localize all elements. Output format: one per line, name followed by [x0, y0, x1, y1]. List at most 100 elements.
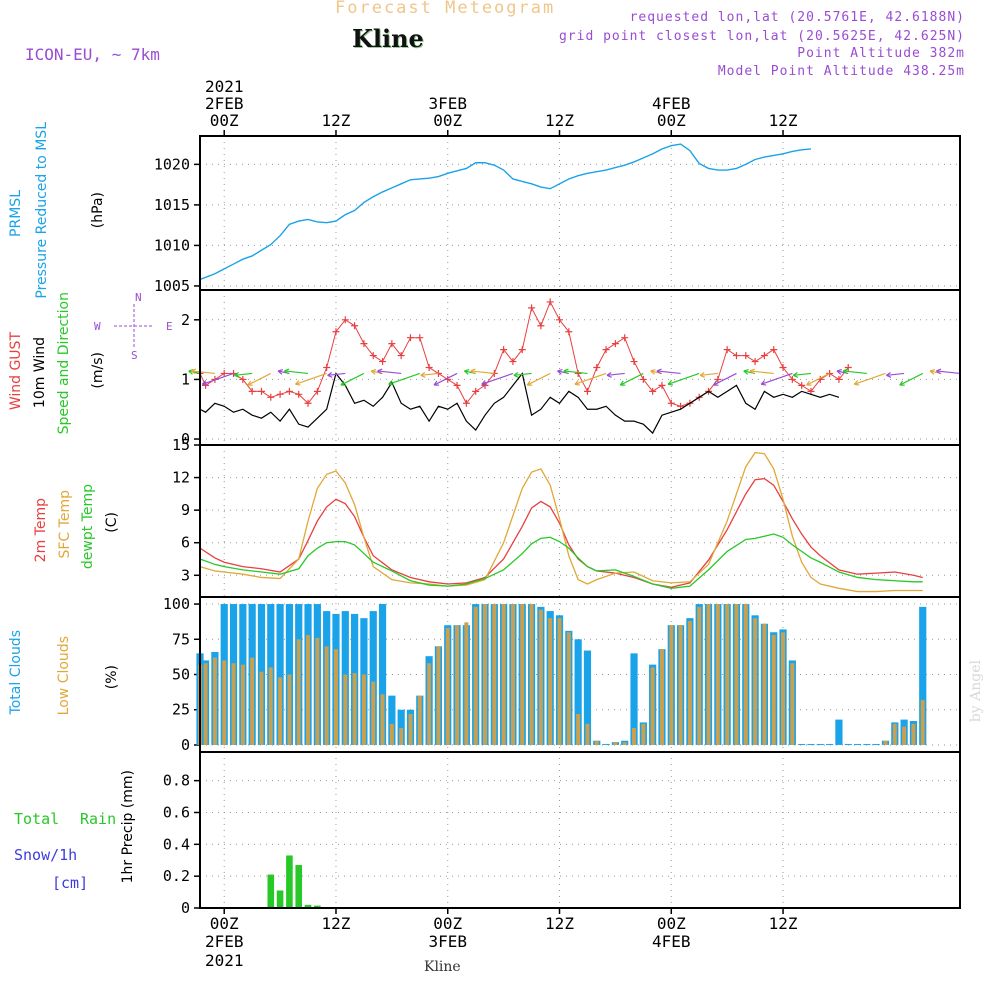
wind-y-tick-label: 2: [181, 311, 190, 329]
compass-n: N: [135, 291, 142, 304]
wind-arrow-head: [190, 368, 197, 375]
requested-coords: requested lon,lat (20.5761E, 42.6188N): [629, 10, 965, 25]
gust-marker: [788, 375, 796, 383]
low-clouds-bar: [585, 723, 590, 745]
wind-arrow-head: [470, 368, 476, 375]
wind-arrow-head: [420, 371, 426, 378]
gust-marker: [509, 358, 517, 366]
low-clouds-bar: [659, 649, 664, 745]
gust-marker: [257, 387, 265, 395]
gust-marker: [518, 346, 526, 354]
low-clouds-bar: [911, 723, 916, 745]
wind-direction-arrow: [606, 372, 625, 376]
gust-marker: [583, 387, 591, 395]
low-clouds-bar: [678, 625, 683, 745]
low-clouds-bar: [622, 742, 627, 745]
wind-arrow-head: [284, 368, 290, 375]
wind-direction-arrow: [854, 372, 886, 385]
rain-bar: [304, 904, 312, 908]
low-clouds-bar: [790, 663, 795, 745]
gust-marker: [462, 399, 470, 407]
wind-arrow-head: [712, 380, 719, 386]
temp-y-tick-label: 9: [181, 501, 190, 519]
top-hour-label: 12Z: [322, 111, 351, 130]
low-clouds-bar: [632, 728, 637, 745]
gust-marker: [760, 352, 768, 360]
low-clouds-bar: [268, 667, 273, 745]
gust-marker: [844, 364, 852, 371]
gust-marker: [751, 358, 759, 366]
wind-arrow-head: [277, 369, 284, 375]
point-altitude: Point Altitude 382m: [797, 46, 965, 61]
low-clouds-bar: [753, 618, 758, 745]
wind-arrow-head: [899, 380, 905, 386]
gust-marker: [332, 328, 340, 336]
clouds-y-tick-label: 50: [172, 666, 190, 684]
gust-marker: [369, 352, 377, 360]
total-clouds-bar: [872, 743, 880, 745]
low-clouds-bar: [576, 713, 581, 745]
gust-marker: [639, 375, 647, 383]
wind-direction-arrow: [886, 372, 905, 376]
model-altitude: Model Point Altitude 438.25m: [717, 64, 965, 79]
wind-arrow-head: [340, 380, 346, 386]
precip-y-tick-label: 0.2: [163, 867, 190, 885]
wind-arrow-head: [388, 380, 394, 386]
grid-point-coords: grid point closest lon,lat (20.5625E, 42…: [558, 29, 965, 44]
wind-direction-arrow: [470, 370, 495, 375]
total-clouds-bar: [397, 709, 405, 745]
wind-direction-arrow: [574, 372, 607, 385]
wind-direction-arrow: [234, 372, 253, 376]
total-clouds-bar: [844, 743, 852, 745]
total-clouds-bar: [378, 604, 387, 745]
low-clouds-bar: [734, 604, 739, 745]
gust-marker: [537, 322, 545, 330]
low-clouds-bar: [650, 667, 655, 745]
low-clouds-bar: [240, 664, 245, 745]
footer-station: Kline: [424, 959, 461, 975]
total-clouds-bar: [816, 743, 824, 745]
temp-y-tick-label: 15: [172, 436, 190, 454]
temp-y-tick-label: 6: [181, 534, 190, 552]
total-clouds-bar: [798, 743, 806, 745]
wind-direction-arrow: [793, 372, 812, 376]
snow-label: Snow/1h: [14, 846, 78, 864]
low-clouds-bar: [352, 673, 357, 745]
wind-arrow-head: [650, 369, 656, 375]
gust-marker: [593, 364, 601, 371]
gust-marker: [360, 340, 368, 348]
wind-direction-arrow: [191, 370, 215, 375]
bottom-hour-label: 00Z: [210, 914, 239, 933]
low-clouds-bar: [743, 604, 748, 745]
low-clouds-bar: [529, 604, 534, 745]
wind-arrow-head: [295, 380, 301, 386]
low-clouds-bar: [697, 606, 702, 745]
wind-direction-arrow: [433, 372, 458, 386]
wind-direction-arrow: [667, 372, 700, 385]
top-hour-label: 00Z: [210, 111, 239, 130]
low-clouds-bar: [473, 606, 478, 745]
total-clouds-bar: [583, 650, 592, 745]
low-clouds-bar: [594, 740, 599, 745]
low-clouds-bar: [399, 728, 404, 745]
wind-arrow-head: [377, 368, 383, 375]
wind-direction-arrow: [936, 370, 961, 375]
low-clouds-bar: [781, 632, 786, 745]
gust-marker: [798, 381, 806, 389]
low-clouds-bar: [371, 681, 376, 745]
low-clouds-bar: [417, 695, 422, 745]
wind-direction-arrow: [513, 372, 532, 376]
bottom-hour-label: 12Z: [545, 914, 574, 933]
gust-marker: [649, 387, 657, 395]
total-clouds-bar: [919, 606, 927, 745]
total-clouds-bar: [807, 743, 815, 745]
gust-marker: [835, 375, 843, 383]
rain-bar: [314, 905, 321, 908]
gust-marker: [220, 369, 228, 377]
low-clouds-bar: [687, 620, 692, 745]
low-clouds-bar: [361, 674, 366, 745]
wind-direction-arrow: [899, 372, 924, 386]
gust-marker: [779, 364, 787, 371]
gust-marker: [397, 352, 405, 360]
total-clouds-bar: [863, 743, 871, 745]
